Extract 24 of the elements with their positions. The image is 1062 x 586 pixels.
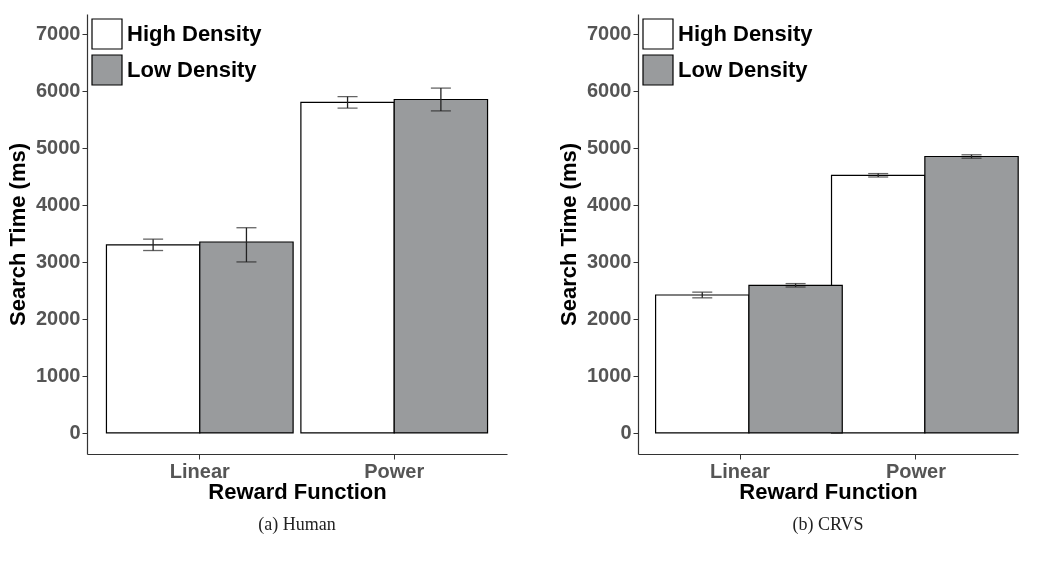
y-tick-label: 6000 [587, 79, 632, 102]
y-tick-label: 7000 [587, 22, 632, 45]
y-axis-title: Search Time (ms) [556, 142, 582, 327]
y-tick-label: 1000 [36, 364, 81, 387]
text: (b) CRVS [792, 514, 864, 535]
y-axis-title: Search Time (ms) [5, 142, 31, 327]
y-tick-label: 0 [620, 421, 632, 444]
y-tick-label: 4000 [587, 193, 632, 216]
y-tick-label: 3000 [587, 250, 632, 273]
y-tick-label: 4000 [36, 193, 81, 216]
legend-label: Low Density [678, 57, 809, 82]
y-tick-label: 6000 [36, 79, 81, 102]
legend-label: High Density [678, 21, 814, 46]
y-tick-label: 7000 [36, 22, 81, 45]
y-tick-label: 2000 [587, 307, 632, 330]
y-tick-label: 0 [69, 421, 81, 444]
y-tick-label: 5000 [36, 136, 81, 159]
text: (a) Human [258, 514, 336, 535]
y-tick-label: 2000 [36, 307, 81, 330]
legend-label: Low Density [127, 57, 258, 82]
y-tick-label: 3000 [36, 250, 81, 273]
legend-label: High Density [127, 21, 263, 46]
y-tick-label: 1000 [587, 364, 632, 387]
y-tick-label: 5000 [587, 136, 632, 159]
